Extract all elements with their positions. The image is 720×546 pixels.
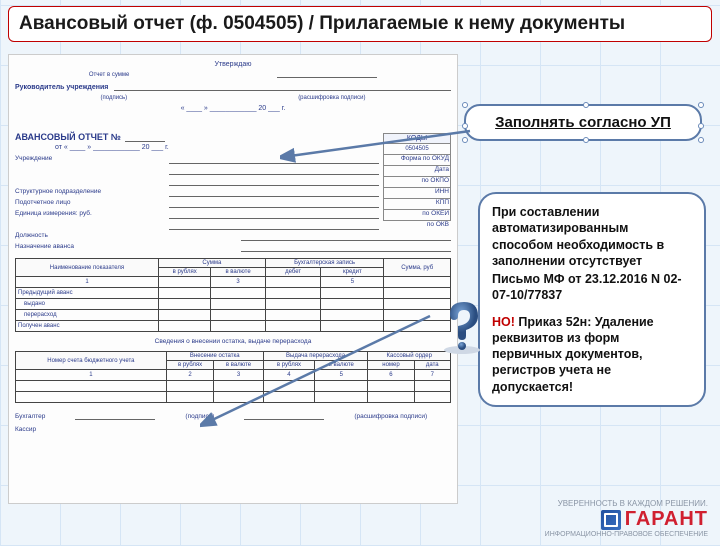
okud-cell: 0504505 — [383, 144, 451, 155]
t2-h3b: в валюте — [315, 361, 368, 370]
rash-hint: (расшифровка подписи) — [298, 95, 365, 101]
t2-h2b: в валюте — [214, 361, 263, 370]
t2-c4: 4 — [263, 370, 314, 381]
podl-label: Подотчетное лицо — [15, 199, 155, 208]
t1-h-buh: Бухгалтерская запись — [265, 259, 384, 268]
t2-h4a: номер — [368, 361, 414, 370]
podp-hint-2: (подпись) — [185, 413, 214, 420]
sig-line — [114, 84, 451, 91]
t1-h-srub: Сумма, руб — [384, 259, 451, 277]
callout-fill-according: Заполнять согласно УП — [464, 104, 702, 141]
t2-h2a: в рублях — [166, 361, 214, 370]
date-line-1: « ____ » ____________ 20 ___ г. — [15, 105, 451, 112]
t1-h-kre: кредит — [321, 268, 384, 277]
t1-c1: 1 — [16, 277, 159, 288]
t2-c7: 7 — [414, 370, 450, 381]
callout2-but: НО! — [492, 315, 515, 329]
t1-h-sumv: в валюте — [211, 268, 265, 277]
t1-r1: Предыдущий аванс — [16, 288, 159, 299]
page-title: Авансовый отчет (ф. 0504505) / Прилагаем… — [8, 6, 712, 42]
bgal-rash — [244, 413, 324, 420]
question-mark-icon — [432, 296, 492, 356]
t1-c5: 5 — [321, 277, 384, 288]
dolzh-label: Должность — [15, 232, 155, 241]
struct-line — [169, 188, 379, 197]
dolzh-line — [241, 232, 451, 241]
callout2-p3: Приказ 52н: Удаление реквизитов из форм … — [492, 315, 654, 394]
logo-square-icon — [601, 510, 621, 530]
uchr-label: Учреждение — [15, 155, 155, 164]
okpo-cell — [383, 166, 451, 177]
rash-hint-2: (расшифровка подписи) — [354, 413, 427, 420]
logo-brand: ГАРАНТ — [625, 508, 708, 531]
inn-cell — [383, 177, 451, 188]
data-cell — [383, 155, 451, 166]
t1-r2: выдано — [16, 299, 159, 310]
report-num-line — [125, 122, 165, 142]
kody-box: КОДЫ 0504505 — [383, 133, 451, 221]
sum-label: Отчет в сумме — [89, 72, 129, 78]
t1-h-naz: Наименование показателя — [16, 259, 159, 277]
t2-h4b: дата — [414, 361, 450, 370]
t2-c5: 5 — [315, 370, 368, 381]
okv-cell — [383, 210, 451, 221]
table-1: Наименование показателя Сумма Бухгалтерс… — [15, 258, 451, 332]
callout2-p1: При составлении автоматизированным спосо… — [492, 204, 692, 269]
t2-h1: Номер счета бюджетного учета — [16, 352, 167, 370]
mid-title: Сведения о внесении остатка, выдаче пере… — [15, 338, 451, 345]
bgal-label: Бухгалтер — [15, 413, 45, 420]
callout2-p2: Письмо МФ от 23.12.2016 N 02-07-10/77837 — [492, 271, 692, 304]
logo-tagline: УВЕРЕННОСТЬ В КАЖДОМ РЕШЕНИИ. — [545, 499, 708, 508]
naz-line — [241, 243, 451, 252]
podp-hint: (подпись) — [101, 95, 128, 101]
kassir-label: Кассир — [15, 426, 36, 433]
garant-logo: УВЕРЕННОСТЬ В КАЖДОМ РЕШЕНИИ. ГАРАНТ ИНФ… — [545, 499, 708, 538]
t1-c3: 3 — [211, 277, 265, 288]
t1-h-sumc: в рублях — [158, 268, 210, 277]
logo-sub: ИНФОРМАЦИОННО-ПРАВОВОЕ ОБЕСПЕЧЕНИЕ — [545, 531, 708, 538]
t2-h3a: в рублях — [263, 361, 314, 370]
approve-label: Утверждаю — [15, 61, 451, 68]
kody-header: КОДЫ — [383, 133, 451, 144]
struct-label: Структурное подразделение — [15, 188, 155, 197]
bgal-sig — [75, 413, 155, 420]
t1-r4: Получен аванс — [16, 321, 159, 332]
t1-r3: перерасход — [16, 310, 159, 321]
callout1-text: Заполнять согласно УП — [495, 114, 671, 131]
t2-c1: 1 — [16, 370, 167, 381]
sum-line — [277, 72, 377, 78]
kpp-cell — [383, 188, 451, 199]
t2-c2: 2 — [166, 370, 214, 381]
t1-h-sum: Сумма — [158, 259, 265, 268]
t2-c6: 6 — [368, 370, 414, 381]
report-title: АВАНСОВЫЙ ОТЧЕТ № — [15, 132, 121, 142]
t1-h-deb: дебет — [265, 268, 321, 277]
callout-letter-order: При составлении автоматизированным спосо… — [478, 192, 706, 407]
ed-label: Единица измерения: руб. — [15, 210, 155, 219]
okei-cell — [383, 199, 451, 210]
podl-line — [169, 199, 379, 208]
table-2: Номер счета бюджетного учета Внесение ос… — [15, 351, 451, 403]
naz-label: Назначение аванса — [15, 243, 155, 252]
t2-c3: 3 — [214, 370, 263, 381]
uchr-line — [169, 155, 379, 164]
t2-h3: Выдача перерасхода — [263, 352, 368, 361]
okv-lab: по ОКВ — [393, 221, 451, 230]
ruk-label: Руководитель учреждения — [15, 84, 108, 91]
form-document: Утверждаю Отчет в сумме Руководитель учр… — [8, 54, 458, 504]
t2-h2: Внесение остатка — [166, 352, 263, 361]
